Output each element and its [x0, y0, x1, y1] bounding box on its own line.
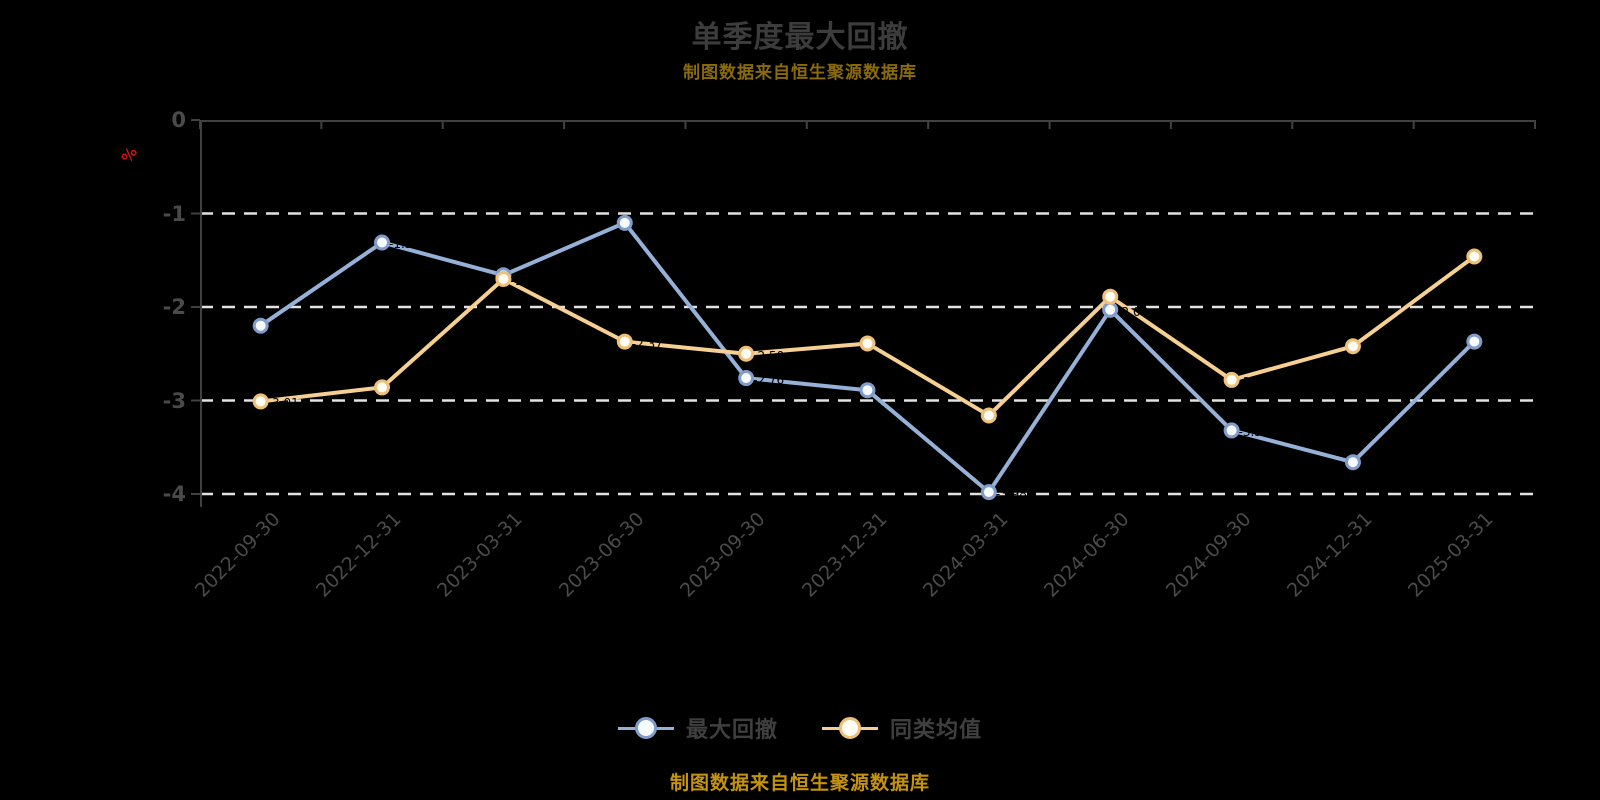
x-tick-label: 2023-06-30: [554, 508, 649, 602]
data-point: [859, 335, 876, 352]
point-value-label: -2.89: [874, 385, 906, 400]
data-point: [1102, 288, 1119, 305]
point-value-label: -1.31: [389, 237, 421, 252]
data-point: [1466, 333, 1483, 350]
y-tick-label: 0: [171, 108, 186, 132]
chart-title: 单季度最大回撤: [691, 20, 909, 55]
data-point: [252, 393, 269, 410]
data-point: [1223, 422, 1240, 439]
x-tick-label: 2023-12-31: [797, 508, 892, 602]
data-point: [374, 234, 391, 251]
data-point: [738, 370, 755, 387]
x-tick-label: 2023-09-30: [676, 508, 770, 602]
point-value-label: -2.39: [874, 338, 906, 353]
data-point: [1344, 454, 1361, 471]
legend-circle-yellow: [839, 717, 861, 739]
data-point: [1223, 371, 1240, 388]
y-tick-label: -4: [162, 482, 186, 506]
data-point: [1102, 301, 1119, 318]
line-circle-marker-icon: [617, 715, 674, 741]
data-point: [616, 333, 633, 350]
point-value-label: -2.37: [1481, 336, 1513, 351]
x-tick-label: 2024-12-31: [1282, 508, 1377, 602]
point-value-label: -2.42: [1359, 341, 1392, 356]
data-point: [616, 214, 633, 231]
point-value-label: -2.20: [267, 320, 299, 335]
data-source-attribution: 制图数据来自恒生聚源数据库: [669, 772, 930, 794]
point-value-label: -2.03: [1117, 304, 1149, 319]
point-value-label: -2.37: [631, 336, 663, 351]
point-value-label: -3.16: [995, 410, 1027, 425]
data-point: [374, 379, 391, 396]
point-value-label: -1.70: [510, 273, 542, 288]
legend-label: 最大回撤: [685, 718, 778, 743]
legend-item-category-average[interactable]: 同类均值: [822, 712, 982, 744]
y-axis-unit-label: %: [117, 143, 142, 167]
point-value-label: -1.66: [510, 270, 542, 285]
x-tick-label: 2022-09-30: [190, 508, 285, 602]
series-line-0: [259, 220, 1476, 495]
point-value-label: -3.32: [1238, 425, 1270, 440]
point-value-label: -2.78: [1238, 374, 1270, 389]
legend-item-max-drawdown[interactable]: 最大回撤: [617, 712, 778, 744]
data-point: [1466, 248, 1483, 265]
point-value-label: -1.89: [1117, 291, 1149, 306]
y-tick-label: -1: [162, 201, 186, 226]
chart-subtitle: 制图数据来自恒生聚源数据库: [683, 63, 917, 83]
line-chart-svg: [191, 119, 1536, 507]
point-value-label: -3.66: [1359, 457, 1392, 472]
x-tick-label: 2023-03-31: [433, 508, 527, 602]
point-value-label: -3.98: [995, 487, 1027, 502]
point-value-label: -1.46: [1481, 251, 1513, 266]
legend-label: 同类均值: [890, 718, 983, 743]
y-tick-label: -3: [162, 388, 186, 413]
point-value-label: -3.01: [267, 396, 299, 411]
x-tick-label: 2024-06-30: [1040, 508, 1134, 602]
data-point: [252, 317, 269, 334]
x-tick-label: 2024-03-31: [918, 508, 1013, 602]
point-value-label: -2.50: [753, 348, 785, 363]
data-point: [738, 345, 755, 362]
data-point: [980, 407, 997, 424]
x-tick-label: 2022-12-31: [311, 508, 406, 602]
x-tick-label: 2024-09-30: [1161, 508, 1256, 602]
y-tick-label: -2: [162, 295, 186, 319]
point-value-label: -1.10: [631, 217, 663, 232]
x-tick-label: 2025-03-31: [1404, 508, 1498, 602]
data-point: [1344, 338, 1361, 355]
data-point: [859, 382, 876, 399]
line-circle-marker-icon: [822, 715, 878, 741]
point-value-label: -2.76: [753, 373, 785, 388]
data-point: [495, 270, 512, 287]
point-value-label: -2.86: [389, 382, 421, 397]
legend: 最大回撤 同类均值: [0, 712, 1600, 744]
legend-circle-blue: [634, 717, 657, 739]
data-point: [980, 484, 997, 501]
plot-area: [191, 119, 1536, 507]
